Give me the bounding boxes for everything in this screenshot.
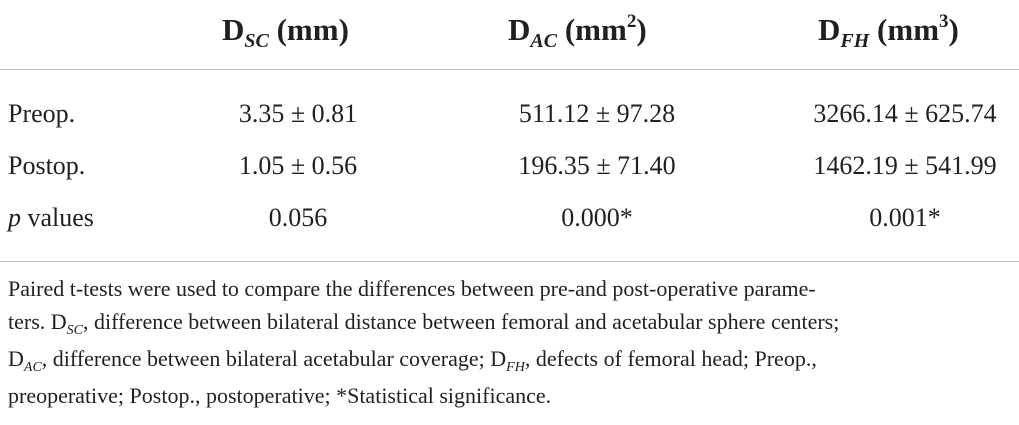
column-header-dsc-sub: SC [244,30,269,52]
table-footnote: Paired t-tests were used to compare the … [8,272,1013,412]
footnote-line-3-sub: AC [23,360,42,375]
footnote-line-2-a: ters. D [8,309,67,334]
column-header-dfh-unit: (mm [877,12,940,47]
footnote-line-4: preoperative; Postop., postoperative; *S… [8,383,552,408]
column-header-dfh: DFH (mm3) [818,10,959,55]
row-label-p-rest: values [21,203,94,232]
row-label-preop: Preop. [8,99,76,128]
column-header-dac-unit: (mm [564,12,627,47]
cell-pvalue-dsc: 0.056 [268,203,328,232]
column-header-dfh-sub: FH [840,30,870,52]
footnote-line-3-sub2: FH [506,360,525,375]
row-label-p-italic: p [8,203,21,232]
column-header-dac-sup: 2 [626,11,637,32]
column-header-dsc-base: D [222,12,245,47]
column-header-dsc: DSC (mm) [222,10,349,54]
footnote-line-2-b: , difference between bilateral distance … [83,309,840,334]
column-header-dac-sub: AC [530,30,558,52]
cell-postop-dsc: 1.05 ± 0.56 [238,151,358,180]
column-header-dac-close: ) [636,12,647,47]
footnote-line-3: DAC, difference between bilateral acetab… [8,342,1013,379]
footnote-line-1: Paired t-tests were used to compare the … [8,276,816,301]
footnote-line-2-sub: SC [66,323,83,338]
cell-preop-dsc: 3.35 ± 0.81 [238,99,358,128]
column-header-dfh-sup: 3 [939,11,949,32]
header-divider [0,69,1019,70]
footer-divider [0,261,1019,262]
column-header-dac: DAC (mm2) [508,10,647,55]
footnote-line-2: ters. DSC, difference between bilateral … [8,305,1013,342]
column-header-dfh-close: ) [948,12,959,47]
cell-pvalue-dfh: 0.001* [869,203,941,232]
row-label-p-values: p values [8,200,94,236]
table-header-row: DSC (mm) DAC (mm2) DFH (mm3) [0,10,1019,56]
table-row: p values 0.056 0.000* 0.001* [0,200,1019,236]
column-header-dac-base: D [508,12,531,47]
footnote-line-3-c: , defects of femoral head; Preop., [524,346,817,371]
cell-postop-dac: 196.35 ± 71.40 [518,151,676,180]
footnote-line-3-b: , difference between bilateral acetabula… [41,346,507,371]
cell-preop-dac: 511.12 ± 97.28 [518,99,676,128]
cell-pvalue-dac: 0.000* [561,203,633,232]
cell-preop-dfh: 3266.14 ± 625.74 [813,99,997,128]
cell-postop-dfh: 1462.19 ± 541.99 [813,151,997,180]
table-row: Preop. 3.35 ± 0.81 511.12 ± 97.28 3266.1… [0,96,1019,132]
table-row: Postop. 1.05 ± 0.56 196.35 ± 71.40 1462.… [0,148,1019,184]
column-header-dfh-base: D [818,12,841,47]
column-header-dsc-unit: (mm) [276,12,349,47]
row-label-postop: Postop. [8,151,86,180]
footnote-line-3-a: D [8,346,24,371]
